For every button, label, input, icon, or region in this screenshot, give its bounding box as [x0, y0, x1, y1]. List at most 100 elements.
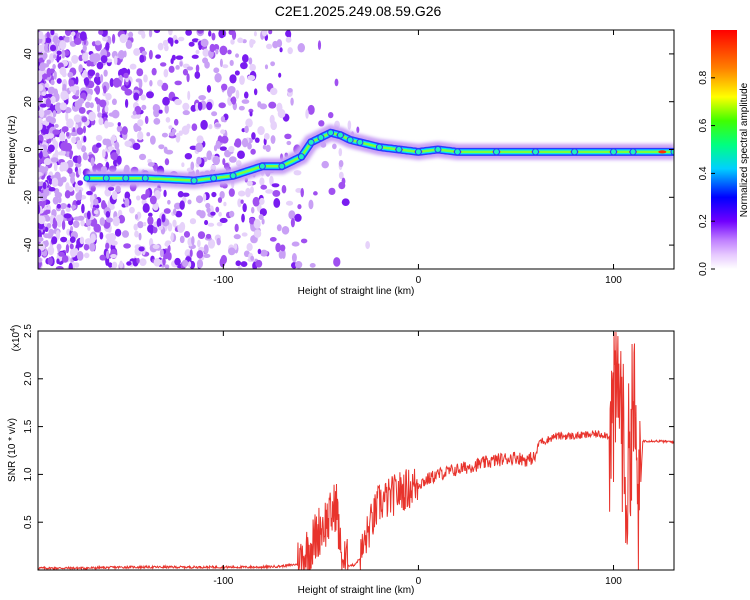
noise-speckle — [138, 246, 145, 252]
noise-speckle — [252, 196, 260, 207]
noise-speckle — [150, 225, 154, 235]
noise-speckle — [269, 237, 277, 242]
noise-speckle — [190, 161, 195, 171]
noise-speckle — [196, 156, 202, 165]
noise-speckle — [248, 57, 253, 65]
noise-speckle — [77, 155, 82, 165]
noise-speckle — [78, 64, 83, 73]
noise-speckle — [73, 114, 82, 123]
noise-speckle — [251, 206, 255, 214]
noise-speckle — [238, 105, 245, 111]
noise-speckle — [222, 64, 229, 69]
colorbar: 0.0 0.2 0.4 0.6 0.8 Normalized spectral ampl… — [698, 30, 750, 276]
y-tick-label: 1.0 — [23, 467, 34, 481]
noise-speckle — [105, 42, 110, 51]
noise-speckle — [270, 135, 276, 144]
noise-speckle — [52, 129, 61, 135]
noise-speckle — [94, 40, 102, 46]
noise-speckle — [219, 257, 226, 268]
noise-speckle — [290, 217, 295, 228]
ridge-point — [629, 148, 637, 156]
noise-speckle — [146, 132, 151, 137]
noise-speckle — [51, 236, 58, 245]
noise-speckle — [338, 171, 344, 180]
noise-speckle — [246, 243, 253, 252]
noise-speckle — [237, 150, 245, 159]
noise-speckle — [245, 118, 253, 128]
noise-speckle — [235, 89, 240, 100]
noise-speckle — [253, 31, 257, 37]
noise-speckle — [220, 135, 229, 144]
noise-speckle — [104, 138, 112, 146]
noise-speckle — [259, 177, 265, 186]
noise-speckle — [39, 103, 47, 108]
ridge-point — [610, 148, 618, 156]
noise-speckle — [45, 37, 52, 44]
noise-speckle — [270, 120, 278, 131]
ridge-point — [258, 162, 266, 170]
noise-speckle — [233, 243, 238, 251]
noise-speckle — [270, 61, 276, 67]
noise-speckle — [46, 59, 51, 65]
noise-speckle — [279, 244, 286, 252]
noise-speckle — [229, 156, 237, 163]
noise-speckle — [90, 185, 96, 192]
noise-speckle — [104, 105, 109, 113]
noise-speckle — [179, 200, 185, 210]
noise-speckle — [58, 196, 62, 204]
noise-speckle — [101, 148, 106, 158]
noise-speckle — [253, 229, 262, 238]
ridge-point — [492, 148, 500, 156]
noise-speckle — [196, 209, 203, 216]
noise-speckle — [72, 220, 80, 228]
noise-speckle — [65, 243, 70, 254]
noise-speckle — [107, 146, 115, 151]
noise-speckle — [85, 219, 90, 226]
noise-speckle — [155, 54, 161, 59]
noise-speckle — [105, 250, 110, 260]
noise-speckle — [74, 182, 79, 192]
noise-speckle — [293, 170, 302, 176]
noise-speckle — [189, 145, 198, 151]
ridge-point — [346, 136, 354, 144]
noise-speckle — [229, 59, 234, 66]
noise-speckle — [259, 197, 265, 205]
noise-speckle — [126, 261, 132, 266]
noise-speckle — [168, 65, 175, 73]
noise-speckle — [203, 253, 211, 259]
noise-speckle — [273, 198, 281, 208]
noise-speckle — [328, 112, 334, 119]
noise-speckle — [253, 88, 258, 96]
noise-speckle — [133, 223, 138, 231]
noise-speckle — [78, 106, 86, 114]
snr-y-ticks: 0.5 1.0 1.5 2.0 2.5 — [23, 324, 674, 529]
noise-speckle — [240, 199, 244, 204]
noise-speckle — [262, 144, 267, 150]
noise-speckle — [206, 207, 211, 213]
noise-speckle — [333, 257, 341, 267]
spectrogram-y-label: Frequency (Hz) — [7, 116, 18, 185]
noise-speckle — [105, 242, 110, 250]
noise-speckle — [78, 167, 82, 176]
noise-speckle — [42, 151, 49, 158]
noise-speckle — [46, 175, 52, 181]
colorbar-label: Normalized spectral amplitude — [739, 82, 750, 217]
noise-speckle — [86, 190, 93, 196]
noise-speckle — [249, 111, 253, 117]
noise-speckle — [111, 190, 118, 201]
noise-speckle — [281, 184, 287, 194]
noise-speckle — [38, 236, 44, 242]
noise-speckle — [38, 89, 41, 99]
noise-speckle — [148, 49, 153, 60]
snr-x-ticks: -100 0 100 — [213, 331, 622, 587]
noise-speckle — [86, 210, 91, 220]
noise-speckle — [215, 48, 219, 55]
noise-speckle — [136, 195, 141, 201]
noise-speckle — [39, 108, 45, 118]
noise-speckle — [100, 55, 108, 64]
noise-speckle — [194, 71, 201, 79]
snr-x-label: Height of straight line (km) — [298, 585, 415, 596]
noise-speckle — [191, 54, 199, 59]
noise-speckle — [140, 194, 148, 201]
noise-speckle — [281, 225, 290, 235]
